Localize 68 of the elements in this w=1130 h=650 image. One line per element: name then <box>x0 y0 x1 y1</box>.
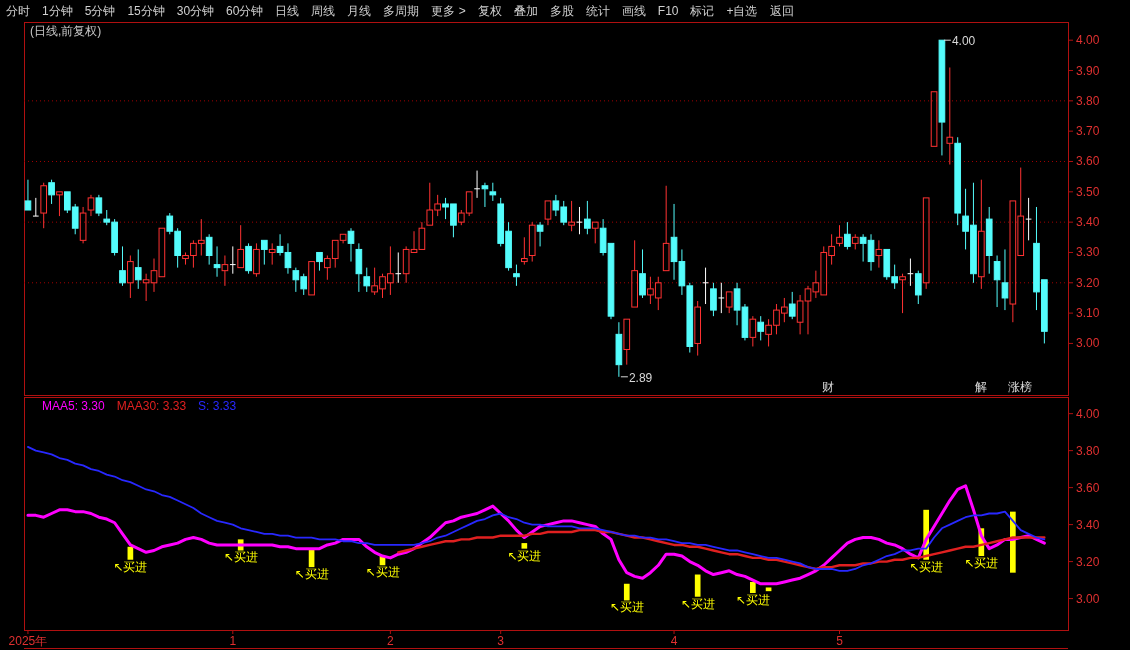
data-label: ↖买进 <box>223 550 258 565</box>
x-tick-label: 5 <box>836 634 844 648</box>
text: 4.00 <box>951 34 976 49</box>
y-tick-label: 3.10 <box>1076 306 1100 321</box>
text: 统计 <box>585 4 610 18</box>
data-label: ↖买进 <box>365 565 400 580</box>
text: 分时 <box>6 4 30 18</box>
text: 日线 <box>275 4 300 18</box>
data-label: ↖买进 <box>735 593 770 608</box>
text: 30分钟 <box>176 4 215 18</box>
text: 15分钟 <box>127 4 165 18</box>
bar <box>694 574 701 597</box>
text: 更多 > <box>431 4 466 18</box>
text: 1分钟 <box>42 4 73 18</box>
y-tick-label: 3.30 <box>1076 245 1100 260</box>
x-tick-label: 2 <box>387 634 395 648</box>
text: 复权 <box>477 4 502 18</box>
text: 月线 <box>347 4 372 18</box>
bar <box>521 543 528 549</box>
data-label: ↖买进 <box>909 559 944 574</box>
text: 标记 <box>689 4 715 18</box>
y-tick-label: 3.80 <box>1076 93 1100 108</box>
y-tick-label: 3.00 <box>1076 591 1100 606</box>
y-tick-label: 3.60 <box>1076 154 1100 169</box>
data-label: ↖买进 <box>507 548 542 563</box>
text: 周线 <box>311 4 336 18</box>
bar <box>749 581 756 594</box>
y-tick-label: 3.80 <box>1076 443 1100 458</box>
x-tick-label: 1 <box>229 634 237 648</box>
text: 多股 <box>549 4 574 18</box>
x-tick-label: 3 <box>497 634 505 648</box>
text: 2.89 <box>628 370 653 385</box>
y-tick-label: 3.90 <box>1076 63 1100 78</box>
text: 返回 <box>769 4 794 18</box>
y-tick-label: 3.60 <box>1076 480 1100 495</box>
data-label: ↖买进 <box>609 600 644 615</box>
bar <box>765 587 772 592</box>
y-tick-label: 4.00 <box>1076 406 1100 421</box>
annotation: 解 <box>975 380 987 394</box>
text: +自选 <box>726 4 758 18</box>
annotation: 涨榜 <box>1008 380 1032 394</box>
data-label: ↖买进 <box>680 596 715 611</box>
bar <box>623 583 630 601</box>
text: 多周期 <box>383 4 420 18</box>
annotation: 财 <box>822 380 834 394</box>
text: MAA30: 3.33 <box>116 399 187 413</box>
text: 画线 <box>621 4 646 18</box>
text: MAA5: 3.30 <box>42 399 106 413</box>
x-tick-label: 4 <box>670 634 678 648</box>
y-tick-label: 4.00 <box>1076 33 1100 48</box>
x-tick-label: 2025年 <box>8 634 48 648</box>
y-tick-label: 3.40 <box>1076 215 1100 230</box>
data-label: ↖买进 <box>113 559 148 574</box>
data-label: ↖买进 <box>294 567 329 582</box>
y-tick-label: 3.20 <box>1076 275 1100 290</box>
data-label: ↖买进 <box>964 556 999 571</box>
y-tick-label: 3.00 <box>1076 336 1100 351</box>
text: 5分钟 <box>84 4 116 18</box>
y-tick-label: 3.40 <box>1076 517 1100 532</box>
chart-title: (日线,前复权) <box>30 24 102 38</box>
text: 60分钟 <box>226 4 264 18</box>
text: 叠加 <box>513 4 538 18</box>
y-tick-label: 3.20 <box>1076 554 1100 569</box>
y-tick-label: 3.70 <box>1076 124 1100 139</box>
text: S: 3.33 <box>198 399 237 413</box>
line-series <box>26 484 1046 586</box>
text: F10 <box>657 4 679 18</box>
y-tick-label: 3.50 <box>1076 184 1100 199</box>
